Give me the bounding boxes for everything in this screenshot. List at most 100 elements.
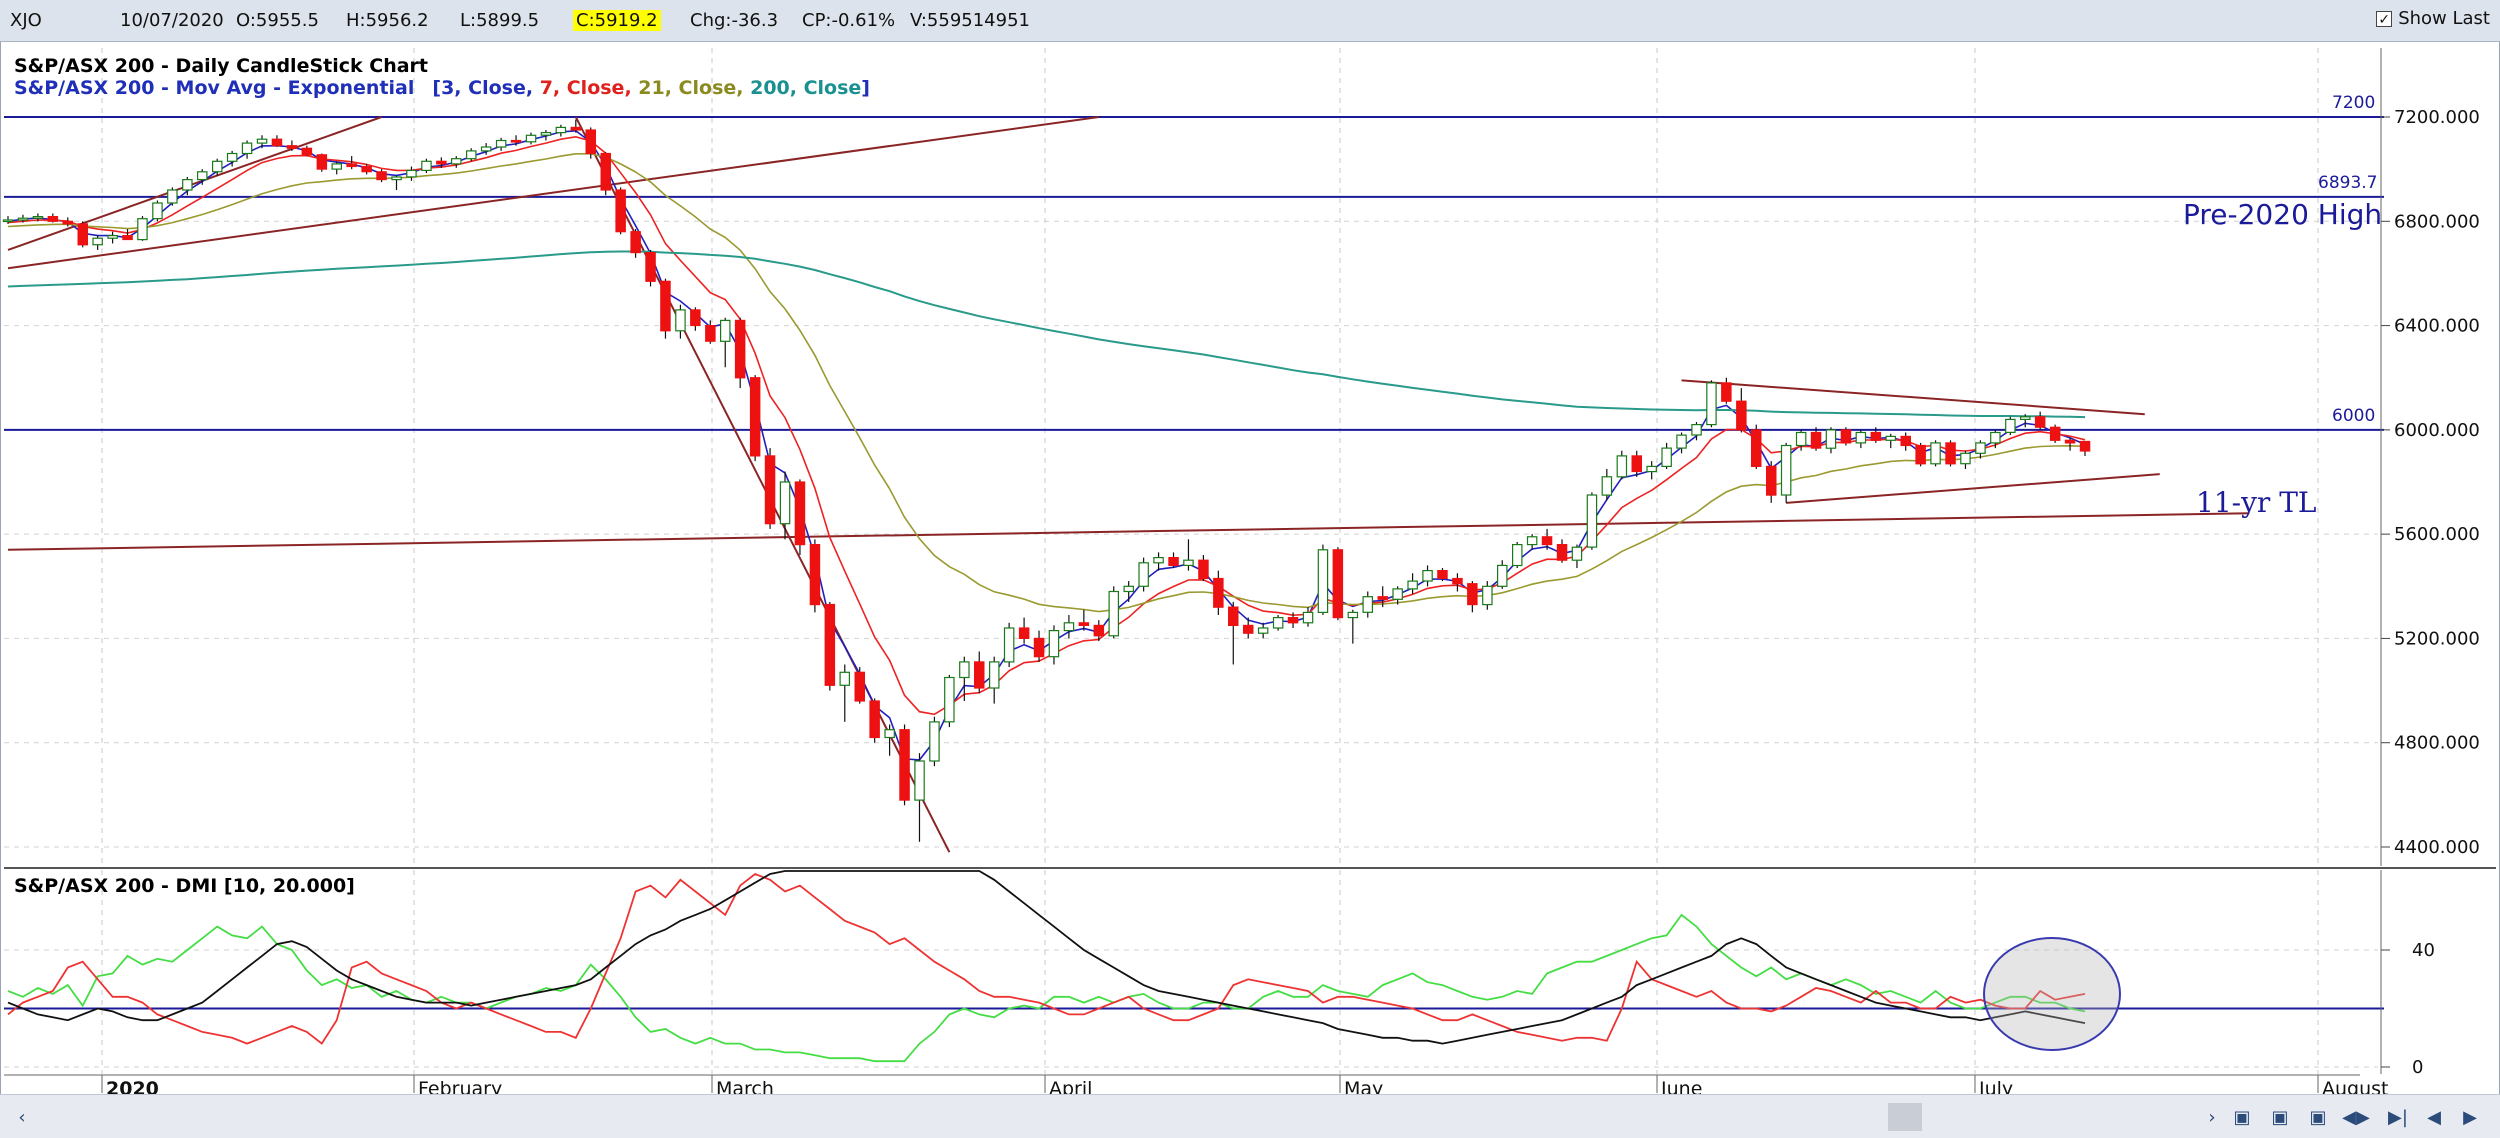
candle [1407, 573, 1418, 595]
candle-body [1676, 434, 1687, 449]
ma-param-0: [3, Close, [432, 77, 539, 99]
scroll-left-button[interactable]: ‹ [18, 1106, 26, 1128]
candle-body [1721, 382, 1732, 402]
zoom-in-icon[interactable]: ▣ [2233, 1106, 2251, 1128]
candle [824, 601, 836, 691]
candle-body [794, 481, 806, 546]
candle-body [241, 142, 253, 155]
show-last-checkbox[interactable]: ✓ [2376, 10, 2393, 28]
scroll-bar[interactable]: ‹ › ▣ ▣ ▣ ◀▶ ▶| ◀ ▶ [0, 1094, 2500, 1138]
candle-body [406, 169, 417, 178]
candle [495, 137, 507, 151]
show-last-toggle[interactable]: ✓ Show Last [2376, 8, 2490, 29]
trendline-0 [7, 116, 382, 251]
candle [2064, 437, 2076, 451]
candle [525, 132, 537, 145]
candle [1840, 427, 1852, 446]
candle [406, 166, 417, 181]
ma-param-4: ] [861, 77, 870, 99]
prev-icon[interactable]: ◀ [2427, 1106, 2441, 1128]
candle-body [705, 325, 716, 342]
candle [1437, 568, 1448, 582]
candle-body [421, 160, 432, 172]
candle-body [2034, 416, 2046, 428]
dmi-series-1 [7, 872, 2086, 1045]
candle-body [1556, 543, 1568, 561]
candle-body [286, 145, 298, 149]
zoom-out-icon[interactable]: ▣ [2271, 1106, 2289, 1128]
candle [271, 135, 283, 147]
candle-body [929, 721, 940, 762]
candle-body [1153, 556, 1164, 564]
volume-label: V:559514951 [910, 10, 1030, 31]
price-axis: 4400.000 4800.000 5200.000 5600.000 6000.000… [2380, 48, 2480, 866]
candle-body [316, 154, 328, 170]
candle-body [1900, 435, 1911, 447]
candle-body [1750, 429, 1762, 467]
candle [1601, 468, 1613, 501]
level-6000-tag: 6000 [2332, 406, 2375, 426]
candle-body [167, 189, 178, 204]
candle [1706, 380, 1717, 428]
candle-body [1780, 444, 1792, 496]
close-label: C:5919.2 [573, 10, 661, 31]
candle-body [1227, 606, 1239, 626]
candle-body [1571, 546, 1583, 561]
next-icon[interactable]: ▶ [2463, 1106, 2477, 1128]
candle [1003, 622, 1015, 668]
candle-body [1033, 637, 1045, 658]
scroll-right-button[interactable]: › [2208, 1106, 2216, 1128]
candle [241, 140, 253, 159]
candle [1661, 442, 1672, 469]
candle-body [1437, 569, 1448, 579]
zoom-reset-icon[interactable]: ▣ [2309, 1106, 2327, 1128]
candle-body [2005, 418, 2016, 433]
candle [1033, 630, 1045, 662]
candle-body [436, 160, 447, 165]
candle-body [212, 160, 223, 173]
candle [1287, 612, 1299, 628]
open-label: O:5955.5 [236, 10, 319, 31]
symbol-label: XJO [10, 10, 42, 31]
scroll-thumb[interactable] [1888, 1103, 1922, 1131]
candle [719, 317, 731, 368]
candle [1108, 586, 1119, 639]
candle-body [1661, 447, 1672, 468]
candle [973, 651, 985, 694]
candle-body [1018, 627, 1030, 639]
candle-body [1840, 429, 1852, 444]
candle-body [376, 171, 387, 181]
candle-body [152, 202, 163, 220]
candle [1526, 534, 1538, 550]
candle [1392, 586, 1403, 605]
candle-body [779, 481, 791, 525]
candle [1990, 429, 2001, 449]
candle-body [1078, 622, 1090, 626]
candle [2034, 411, 2046, 430]
candle [675, 304, 686, 339]
candle [346, 156, 357, 170]
candle-body [764, 455, 776, 525]
first-icon[interactable]: ◀▶ [2342, 1106, 2370, 1128]
candle-body [1915, 444, 1926, 465]
candle [1511, 541, 1523, 569]
candle [869, 698, 880, 743]
candle-body [2019, 416, 2031, 420]
candle-body [899, 729, 910, 801]
candle [510, 135, 522, 146]
low-label: L:5899.5 [460, 10, 540, 31]
last-icon[interactable]: ▶| [2388, 1106, 2408, 1128]
candle-body [1392, 588, 1403, 600]
candle-body [1975, 442, 1986, 454]
candle-body [540, 132, 552, 136]
candle-body [1765, 465, 1777, 496]
candle-body [47, 216, 59, 222]
candle-body [854, 671, 865, 702]
candle-body [1183, 559, 1194, 567]
candle-body [451, 158, 462, 165]
candle [1213, 570, 1224, 615]
candle-body [1691, 424, 1702, 436]
candle-body [1123, 585, 1134, 593]
